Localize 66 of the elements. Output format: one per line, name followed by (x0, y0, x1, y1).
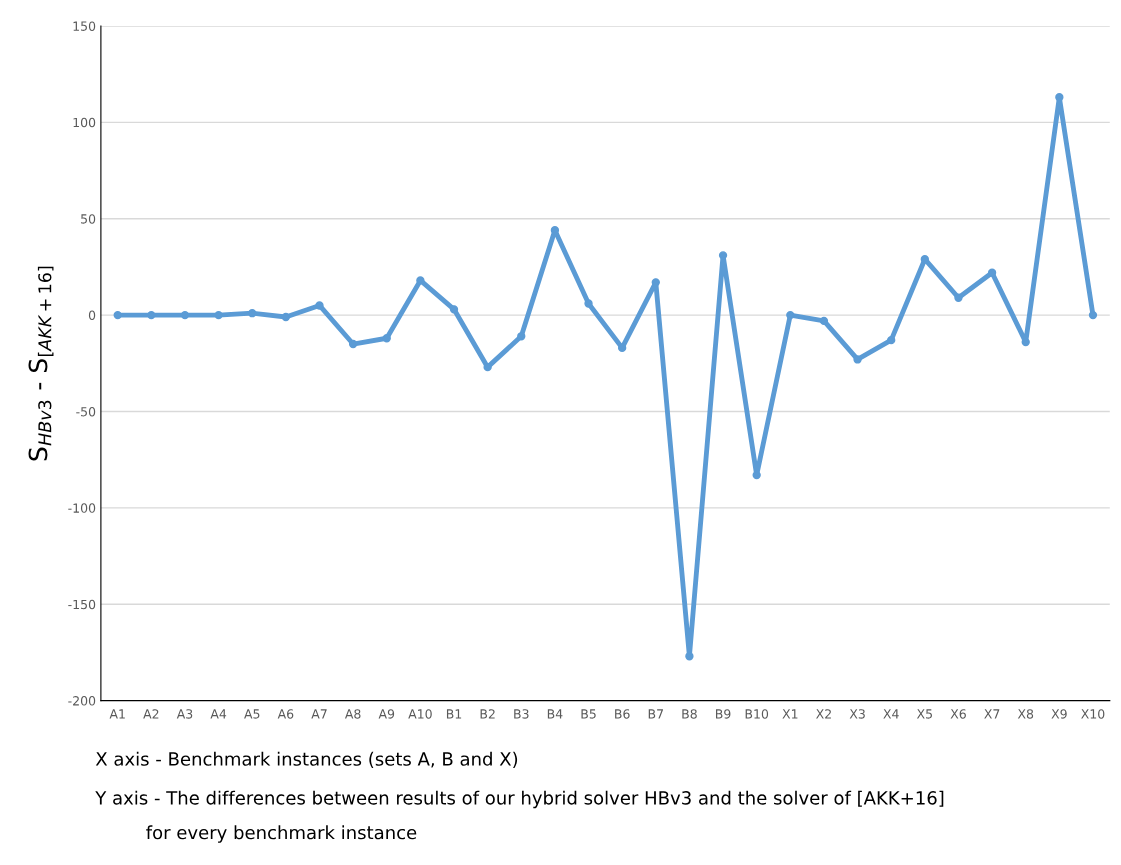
x-tick-label: X10 (1081, 709, 1105, 719)
x-tick-label: B10 (745, 709, 769, 719)
x-tick-label: A3 (176, 709, 193, 719)
x-tick-label: B9 (716, 709, 731, 719)
y-tick-label: -50 (76, 406, 96, 417)
x-tick-label: A9 (378, 709, 395, 719)
x-tick-label: X2 (816, 709, 831, 719)
point (281, 312, 291, 322)
point (887, 336, 896, 345)
point (382, 334, 391, 343)
x-tick-label: B3 (514, 709, 529, 719)
point (651, 278, 660, 287)
text: for every benchmark instance (146, 825, 417, 843)
x-tick-label: A4 (210, 709, 227, 719)
x-tick-label: B4 (547, 709, 563, 719)
y-tick-label: -100 (68, 503, 96, 513)
y-tick-label: 0 (88, 310, 96, 321)
x-tick-label: A8 (344, 709, 361, 719)
x-tick-label: A10 (408, 709, 432, 719)
y-tick-label: 50 (81, 214, 96, 224)
x-tick-label: X3 (849, 709, 865, 719)
x-tick-label: B8 (682, 709, 697, 719)
point (214, 310, 223, 320)
x-tick-label: B2 (480, 709, 495, 719)
point (786, 310, 795, 320)
x-tick-label: A7 (311, 709, 327, 719)
x-tick-label: X1 (782, 709, 798, 719)
x-tick-label: A1 (109, 709, 125, 719)
x-tick-label: X5 (916, 709, 932, 719)
x-tick-label: B1 (446, 709, 462, 719)
x-tick-label: B6 (615, 709, 630, 719)
y-axis-title: S$_{HBv3}$ - S$_{[AKK+16]}$ (28, 266, 54, 461)
x-tick-label: X6 (950, 709, 966, 719)
point (416, 276, 425, 285)
point (718, 251, 728, 260)
x-tick-label: A2 (143, 709, 159, 719)
point (248, 309, 257, 318)
point (685, 652, 694, 661)
y-tick-label: 150 (73, 21, 96, 31)
x-tick-label: X9 (1051, 709, 1067, 719)
x-tick-label: X7 (984, 709, 1000, 719)
point (180, 310, 190, 320)
point (954, 293, 963, 302)
x-tick-label: B5 (581, 709, 596, 719)
y-tick-label: -200 (68, 696, 96, 706)
x-tick-label: B7 (648, 709, 663, 719)
point (584, 299, 593, 308)
x-tick-label: X4 (883, 709, 899, 719)
point (1088, 310, 1098, 320)
y-tick-label: -150 (68, 599, 96, 610)
x-tick-label: A6 (277, 709, 294, 719)
point (517, 332, 526, 341)
x-tick-label: X8 (1017, 709, 1034, 719)
point (853, 355, 862, 364)
y-tick-label: 100 (73, 117, 96, 128)
x-tick-label: A5 (244, 709, 260, 719)
point (315, 301, 324, 310)
point (147, 310, 156, 320)
point (987, 268, 997, 277)
text: X axis - Benchmark instances (sets A, B and X) (95, 751, 518, 768)
point (1055, 93, 1064, 102)
text: Y axis - The differences between results of our hybrid solver HBv3 and the solver of [AKK+16] (95, 790, 944, 809)
point (348, 339, 358, 349)
point (113, 310, 122, 320)
point (819, 316, 829, 326)
point (449, 305, 459, 314)
